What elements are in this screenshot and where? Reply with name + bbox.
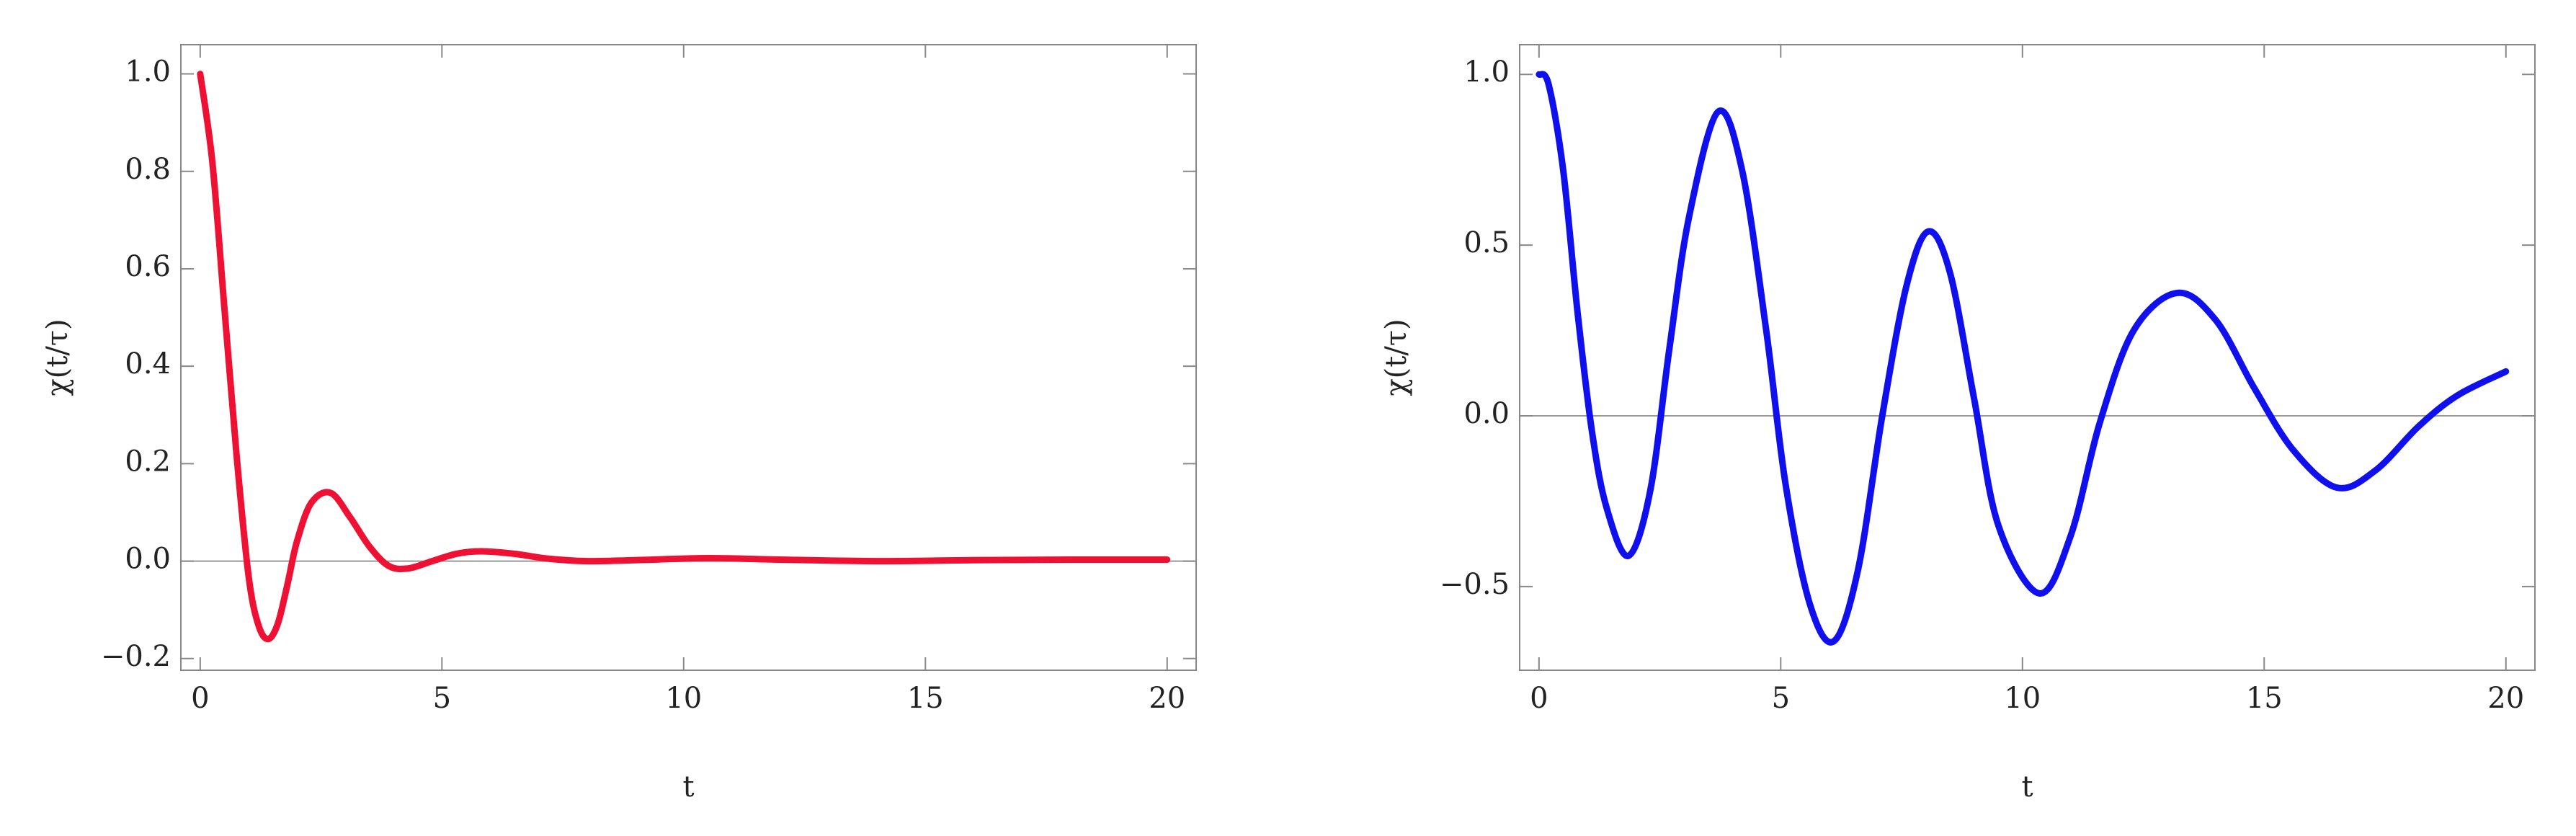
y-axis-label: χ(t/τ) — [1380, 319, 1413, 396]
y-tick-label: 0.8 — [125, 153, 171, 186]
y-axis-label: χ(t/τ) — [41, 319, 74, 396]
y-tick-label: 1.0 — [1463, 55, 1510, 89]
y-tick-label: 0.2 — [125, 445, 171, 478]
y-tick-label: 1.0 — [125, 55, 171, 89]
y-tick-label: 0.5 — [1463, 226, 1510, 259]
x-tick-label: 15 — [907, 682, 944, 715]
y-tick-label: 0.0 — [1463, 397, 1510, 430]
x-tick-label: 15 — [2246, 682, 2283, 715]
y-tick-label: −0.2 — [101, 640, 171, 673]
x-tick-label: 10 — [2004, 682, 2041, 715]
x-tick-label: 0 — [191, 682, 209, 715]
x-tick-label: 20 — [1149, 682, 1185, 715]
x-tick-label: 10 — [665, 682, 702, 715]
y-tick-label: 0.6 — [125, 250, 171, 283]
plot-frame — [180, 44, 1197, 671]
x-tick-label: 5 — [433, 682, 451, 715]
x-tick-label: 20 — [2487, 682, 2524, 715]
plot-frame — [1519, 44, 2536, 671]
y-tick-label: −0.5 — [1440, 568, 1510, 601]
data-line — [1536, 71, 2510, 646]
data-line — [197, 71, 1171, 643]
y-tick-label: 0.4 — [125, 347, 171, 381]
x-tick-label: 0 — [1530, 682, 1548, 715]
x-axis-label: t — [2021, 770, 2033, 804]
y-tick-label: 0.0 — [125, 543, 171, 576]
x-tick-label: 5 — [1772, 682, 1790, 715]
x-axis-label: t — [682, 770, 694, 804]
